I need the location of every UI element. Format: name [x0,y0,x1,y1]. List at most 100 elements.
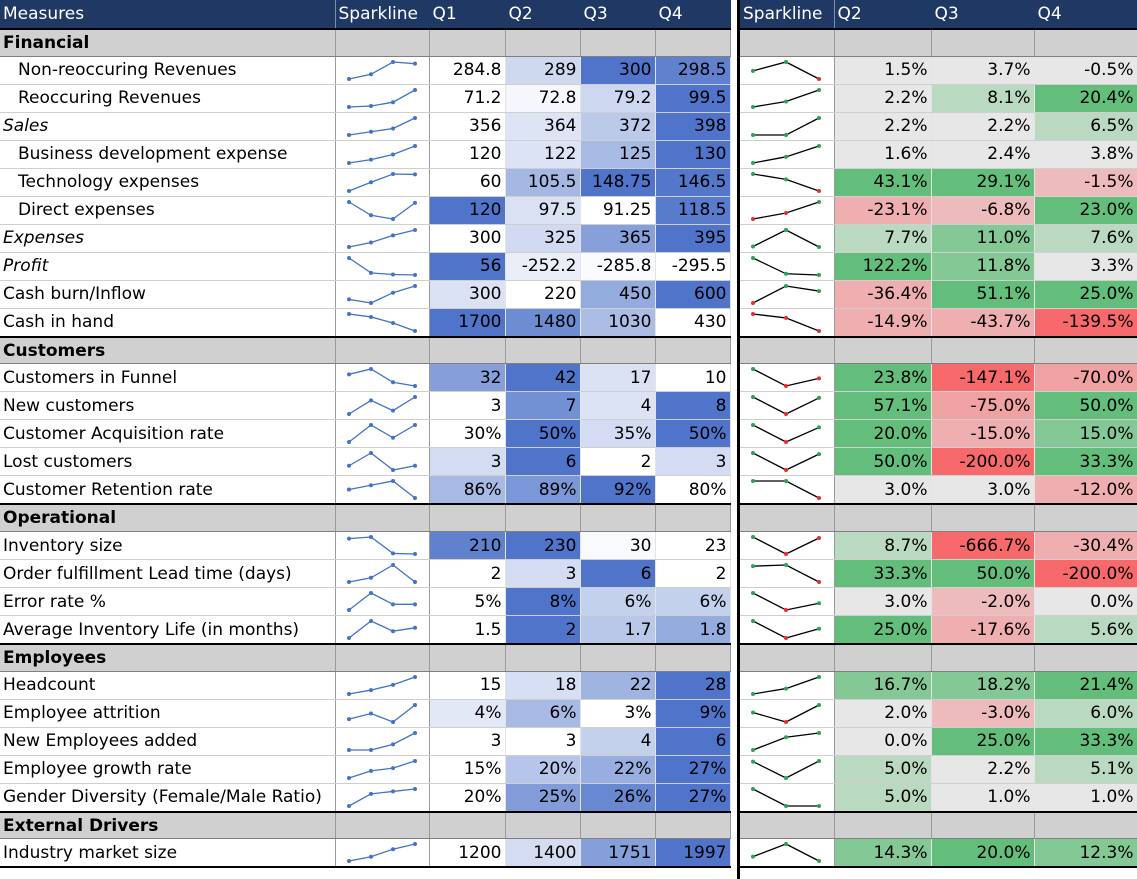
quarter-value[interactable]: 6% [505,699,581,728]
sparkline-cell[interactable] [335,783,430,813]
quarter-value[interactable]: 92% [580,475,656,506]
change-value[interactable]: 25.0% [834,615,932,646]
quarter-value[interactable]: 35% [580,419,656,449]
quarter-value[interactable]: 1480 [505,308,581,338]
measure-label[interactable]: Expenses [0,224,336,253]
change-sparkline-cell[interactable] [740,56,835,85]
section-cell[interactable] [580,336,656,365]
quarter-value[interactable]: 3 [429,391,506,421]
quarter-value[interactable]: 3% [580,699,656,728]
change-sparkline-cell[interactable] [740,587,835,617]
quarter-value[interactable]: -252.2 [505,252,581,281]
change-value[interactable]: 2.4% [931,140,1035,169]
quarter-value[interactable]: 22 [580,671,656,700]
quarter-value[interactable]: 89% [505,475,581,506]
change-value[interactable]: 3.0% [834,475,932,506]
change-value[interactable]: -200.0% [931,447,1035,477]
quarter-value[interactable]: 6% [655,587,731,617]
section-title[interactable]: Financial [0,28,336,57]
quarter-value[interactable]: 395 [655,224,731,253]
change-value[interactable]: 29.1% [931,168,1035,197]
quarter-value[interactable]: 365 [580,224,656,253]
change-value[interactable]: 33.3% [834,559,932,589]
section-cell[interactable] [1034,811,1137,840]
section-cell[interactable] [931,336,1035,365]
change-value[interactable]: -17.6% [931,615,1035,646]
change-value[interactable]: 6.5% [1034,112,1137,141]
change-sparkline-cell[interactable] [740,671,835,700]
change-sparkline-cell[interactable] [740,196,835,225]
sparkline-cell[interactable] [335,84,430,113]
header-q3[interactable]: Q3 [580,0,656,30]
quarter-value[interactable]: 300 [429,224,506,253]
quarter-value[interactable]: 80% [655,475,731,506]
section-cell[interactable] [931,28,1035,57]
change-value[interactable]: -70.0% [1034,363,1137,393]
section-cell[interactable] [335,336,430,365]
sparkline-cell[interactable] [335,587,430,617]
quarter-value[interactable]: 22% [580,755,656,784]
quarter-value[interactable]: 50% [655,419,731,449]
section-cell[interactable] [740,811,835,840]
change-value[interactable]: 23.0% [1034,196,1137,225]
quarter-value[interactable]: 1030 [580,308,656,338]
quarter-value[interactable]: 430 [655,308,731,338]
change-sparkline-cell[interactable] [740,168,835,197]
section-cell[interactable] [655,811,731,840]
change-value[interactable]: 57.1% [834,391,932,421]
quarter-value[interactable]: 3 [429,727,506,756]
change-value[interactable]: 2.2% [834,112,932,141]
section-cell[interactable] [335,503,430,533]
quarter-value[interactable]: 79.2 [580,84,656,113]
change-value[interactable]: 1.5% [834,56,932,85]
quarter-value[interactable]: 1400 [505,838,581,869]
sparkline-cell[interactable] [335,363,430,393]
sparkline-cell[interactable] [335,559,430,589]
change-value[interactable]: 14.3% [834,838,932,869]
quarter-value[interactable]: 27% [655,783,731,813]
section-cell[interactable] [505,28,581,57]
quarter-value[interactable]: 4% [429,699,506,728]
change-value[interactable]: 0.0% [1034,587,1137,617]
change-value[interactable]: 1.6% [834,140,932,169]
section-cell[interactable] [740,336,835,365]
change-value[interactable]: -0.5% [1034,56,1137,85]
quarter-value[interactable]: 1.7 [580,615,656,646]
sparkline-cell[interactable] [335,531,430,561]
measure-label[interactable]: Inventory size [0,531,336,561]
change-value[interactable]: 2.0% [834,699,932,728]
section-cell[interactable] [1034,28,1137,57]
sparkline-cell[interactable] [335,838,430,869]
section-cell[interactable] [834,811,932,840]
section-cell[interactable] [834,336,932,365]
section-cell[interactable] [505,503,581,533]
quarter-value[interactable]: 289 [505,56,581,85]
change-sparkline-cell[interactable] [740,838,835,869]
measure-label[interactable]: Lost customers [0,447,336,477]
change-value[interactable]: 5.1% [1034,755,1137,784]
quarter-value[interactable]: 356 [429,112,506,141]
change-value[interactable]: -147.1% [931,363,1035,393]
change-value[interactable]: -6.8% [931,196,1035,225]
sparkline-cell[interactable] [335,699,430,728]
quarter-value[interactable]: 6 [580,559,656,589]
change-value[interactable]: 8.1% [931,84,1035,113]
change-value[interactable]: -3.0% [931,699,1035,728]
section-cell[interactable] [580,811,656,840]
change-value[interactable]: 5.0% [834,755,932,784]
quarter-value[interactable]: 284.8 [429,56,506,85]
change-sparkline-cell[interactable] [740,84,835,113]
quarter-value[interactable]: 2 [580,447,656,477]
change-value[interactable]: -43.7% [931,308,1035,338]
change-value[interactable]: 3.0% [931,475,1035,506]
change-sparkline-cell[interactable] [740,308,835,338]
change-value[interactable]: 25.0% [1034,280,1137,309]
change-value[interactable]: 20.4% [1034,84,1137,113]
quarter-value[interactable]: 122 [505,140,581,169]
quarter-value[interactable]: 3 [505,559,581,589]
section-cell[interactable] [429,811,506,840]
quarter-value[interactable]: 20% [505,755,581,784]
header-change-q3[interactable]: Q3 [931,0,1035,30]
change-value[interactable]: 7.7% [834,224,932,253]
change-sparkline-cell[interactable] [740,391,835,421]
